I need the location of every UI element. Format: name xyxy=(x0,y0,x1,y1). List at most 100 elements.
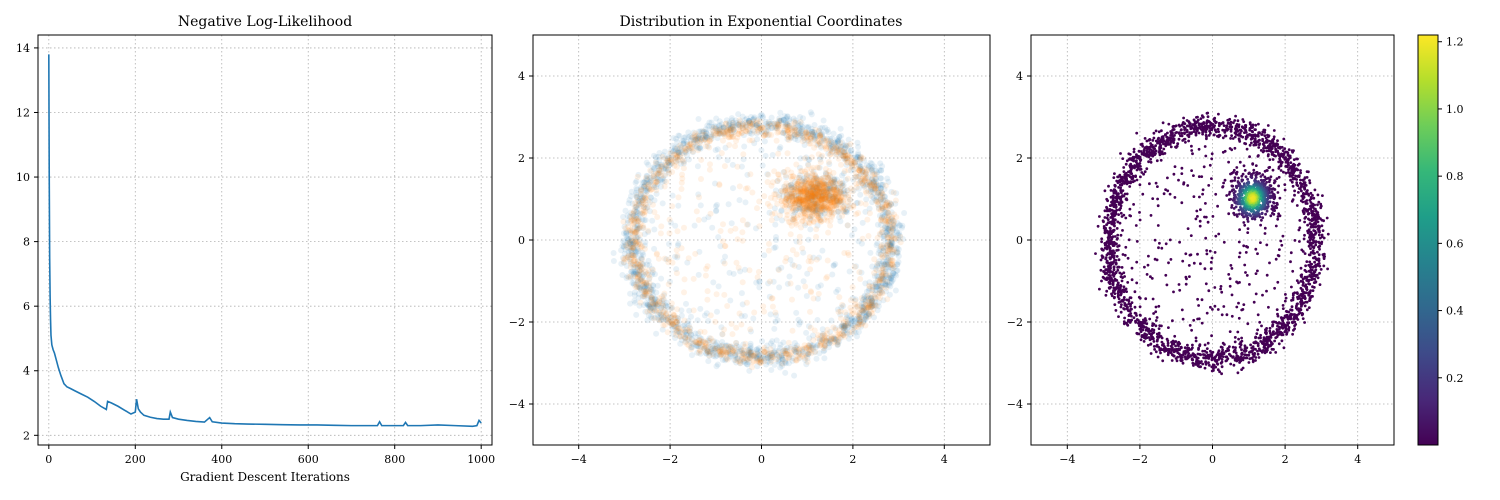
scatter-point xyxy=(839,180,846,187)
scatter-point xyxy=(754,274,761,281)
density-point xyxy=(1274,351,1278,354)
density-point xyxy=(1243,353,1247,357)
scatter-point xyxy=(835,201,842,208)
scatter-point xyxy=(784,212,791,218)
scatter-point xyxy=(748,348,754,355)
scatter-point xyxy=(704,348,711,355)
scatter-point xyxy=(695,217,702,223)
scatter-point xyxy=(668,321,675,328)
scatter-point xyxy=(754,124,761,131)
scatter-point xyxy=(852,162,859,169)
density-point xyxy=(1149,352,1153,355)
chart-1-title: Negative Log-Likelihood xyxy=(178,14,352,30)
scatter-point xyxy=(879,205,886,212)
density-point xyxy=(1173,334,1177,338)
scatter-point xyxy=(681,276,688,283)
density-point xyxy=(1121,157,1125,161)
scatter-point xyxy=(884,230,891,237)
density-point xyxy=(1114,205,1118,209)
y-tick-label: 8 xyxy=(23,236,30,249)
scatter-point xyxy=(759,162,766,169)
scatter-point xyxy=(827,222,834,229)
density-point xyxy=(1117,258,1121,262)
scatter-point xyxy=(765,247,772,254)
scatter-point xyxy=(791,262,798,269)
scatter-point xyxy=(866,210,873,217)
scatter-point xyxy=(783,254,790,261)
scatter-point xyxy=(660,313,667,319)
scatter-point xyxy=(886,231,893,238)
scatter-point xyxy=(799,245,806,252)
scatter-point xyxy=(838,323,845,330)
density-point xyxy=(1130,266,1134,270)
density-point xyxy=(1199,353,1202,357)
density-point xyxy=(1261,349,1265,352)
scatter-point xyxy=(626,226,633,233)
scatter-point xyxy=(645,227,652,234)
density-point xyxy=(1143,317,1147,320)
scatter-point xyxy=(774,178,781,185)
y-tick-label: 0 xyxy=(518,234,525,247)
scatter-point xyxy=(882,278,889,284)
scatter-point xyxy=(738,290,745,297)
scatter-point xyxy=(658,172,665,179)
density-point xyxy=(1114,262,1118,265)
scatter-point xyxy=(822,182,829,189)
scatter-point xyxy=(877,217,884,223)
scatter-point xyxy=(811,144,818,151)
density-point xyxy=(1154,310,1158,314)
scatter-point xyxy=(741,143,748,150)
scatter-point xyxy=(748,114,754,120)
scatter-point xyxy=(625,274,632,281)
density-point xyxy=(1220,350,1224,354)
density-point xyxy=(1104,293,1108,297)
scatter-point xyxy=(753,225,759,232)
density-point xyxy=(1113,221,1116,225)
density-point xyxy=(1129,296,1133,300)
scatter-point xyxy=(844,175,851,182)
density-point xyxy=(1108,246,1112,250)
scatter-point xyxy=(878,221,884,228)
scatter-point xyxy=(754,351,761,357)
scatter-point xyxy=(688,346,695,353)
scatter-point xyxy=(689,352,695,359)
scatter-point xyxy=(722,129,729,136)
scatter-point xyxy=(624,217,631,224)
scatter-point xyxy=(828,317,835,324)
density-point xyxy=(1113,292,1117,295)
scatter-point xyxy=(901,210,908,216)
scatter-point xyxy=(844,322,851,328)
scatter-point xyxy=(690,275,697,282)
scatter-point xyxy=(836,334,843,341)
density-point xyxy=(1113,184,1117,188)
scatter-point xyxy=(665,281,672,288)
scatter-point xyxy=(732,225,739,232)
scatter-point xyxy=(720,221,726,228)
scatter-point xyxy=(688,134,695,141)
scatter-point xyxy=(715,348,722,355)
scatter-point xyxy=(884,261,890,268)
density-point xyxy=(1141,328,1145,332)
scatter-point xyxy=(868,167,875,174)
scatter-point xyxy=(772,244,779,251)
density-point xyxy=(1130,307,1133,311)
scatter-point xyxy=(656,167,663,174)
scatter-point xyxy=(634,197,641,204)
scatter-point xyxy=(739,301,746,308)
scatter-point xyxy=(646,275,653,281)
scatter-point xyxy=(626,197,633,203)
scatter-point xyxy=(823,146,829,152)
scatter-point xyxy=(813,233,820,240)
scatter-point xyxy=(840,324,847,331)
scatter-point xyxy=(817,218,824,225)
scatter-point xyxy=(782,199,789,205)
scatter-point xyxy=(832,180,839,187)
scatter-point xyxy=(861,294,867,301)
density-point xyxy=(1190,357,1194,360)
scatter-point xyxy=(738,321,745,328)
scatter-point xyxy=(729,120,736,126)
scatter-point xyxy=(621,230,627,237)
scatter-point xyxy=(810,337,817,344)
scatter-point xyxy=(768,125,775,132)
density-point xyxy=(1123,275,1126,278)
